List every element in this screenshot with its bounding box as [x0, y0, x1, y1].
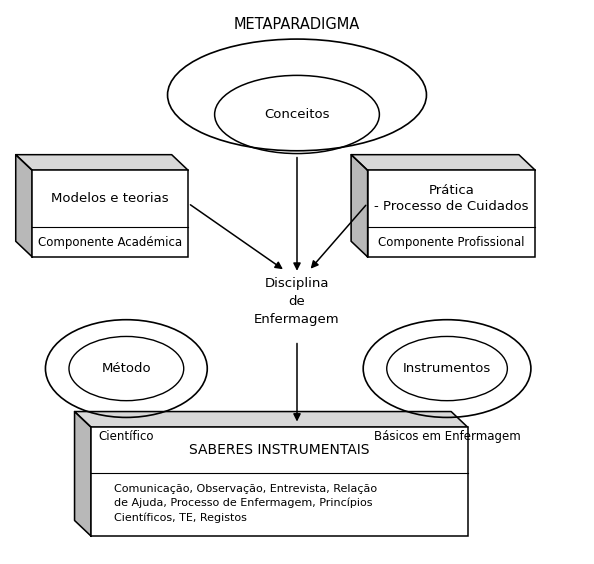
Text: SABERES INSTRUMENTAIS: SABERES INSTRUMENTAIS [189, 443, 369, 457]
Bar [91, 427, 467, 536]
Text: Básicos em Enfermagem: Básicos em Enfermagem [374, 430, 520, 443]
Text: Comunicação, Observação, Entrevista, Relação
de Ajuda, Processo de Enfermagem, P: Comunicação, Observação, Entrevista, Rel… [113, 484, 377, 523]
Polygon shape [75, 412, 91, 536]
Bar [32, 170, 188, 257]
Polygon shape [75, 412, 467, 427]
Text: Componente Académica: Componente Académica [38, 236, 182, 249]
Text: Prática
- Processo de Cuidados: Prática - Processo de Cuidados [374, 184, 529, 213]
Text: METAPARADIGMA: METAPARADIGMA [234, 17, 360, 32]
Text: Instrumentos: Instrumentos [403, 362, 491, 375]
Polygon shape [15, 155, 188, 170]
Text: Disciplina
de
Enfermagem: Disciplina de Enfermagem [254, 277, 340, 326]
Polygon shape [351, 155, 368, 257]
Text: Método: Método [102, 362, 151, 375]
Text: Modelos e teorias: Modelos e teorias [51, 192, 169, 205]
Text: Científico: Científico [99, 430, 154, 443]
Polygon shape [15, 155, 32, 257]
Bar [368, 170, 535, 257]
Polygon shape [351, 155, 535, 170]
Text: Conceitos: Conceitos [264, 108, 330, 121]
Text: Componente Profissional: Componente Profissional [378, 236, 525, 249]
